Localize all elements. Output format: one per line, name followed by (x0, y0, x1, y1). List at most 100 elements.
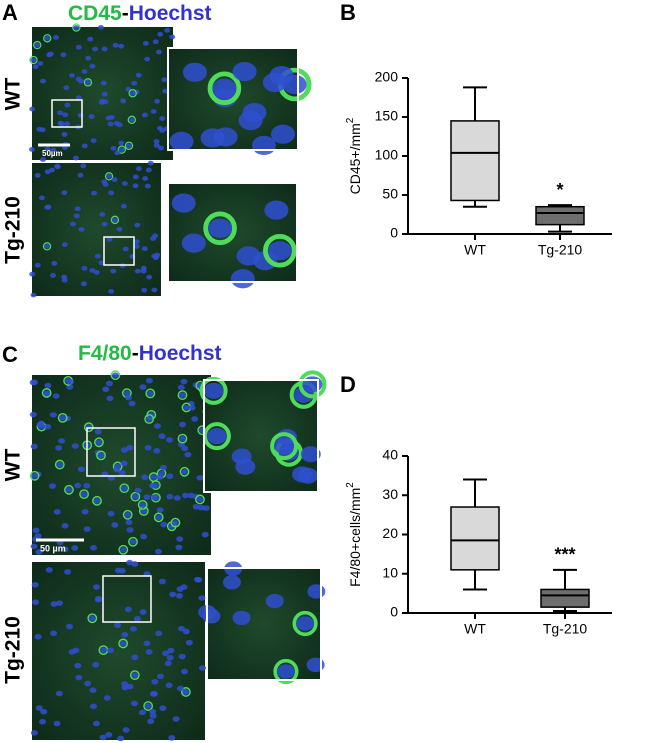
nucleus (107, 647, 115, 654)
nucleus (203, 382, 224, 399)
y-label-sup: 2 (345, 117, 356, 123)
green-cell (83, 422, 94, 433)
nucleus (155, 49, 162, 55)
nucleus (164, 27, 171, 33)
nucleus (95, 439, 103, 446)
nucleus (64, 102, 71, 108)
nucleus (232, 610, 251, 626)
nucleus (185, 639, 193, 646)
nucleus (155, 630, 163, 637)
green-cell (127, 115, 137, 125)
nucleus (159, 705, 167, 711)
nucleus (144, 445, 152, 451)
nucleus (34, 42, 41, 48)
nucleus (44, 243, 51, 249)
nucleus (158, 433, 166, 440)
nucleus (176, 685, 184, 692)
zoom-box (103, 236, 135, 266)
nucleus (67, 379, 75, 385)
nucleus (140, 268, 147, 274)
box (535, 205, 585, 226)
nucleus (153, 143, 160, 148)
nucleus (61, 546, 69, 553)
nucleus (141, 287, 148, 293)
nucleus (105, 732, 113, 738)
nucleus (116, 226, 123, 232)
y-label-sup: 2 (345, 482, 356, 488)
nucleus (141, 112, 148, 118)
nucleus (58, 438, 66, 444)
nucleus (108, 114, 115, 120)
nucleus (114, 150, 121, 156)
green-cell (94, 437, 104, 448)
nucleus (39, 157, 46, 162)
green-cell (292, 610, 318, 637)
nucleus (60, 52, 67, 58)
nucleus (78, 78, 85, 84)
nucleus (117, 735, 125, 742)
stain-title: CD45-Hoechst (68, 2, 212, 25)
nucleus (236, 246, 261, 266)
nucleus (98, 100, 105, 105)
nucleus (108, 190, 115, 196)
nucleus (29, 147, 36, 152)
y-tick-label: 40 (382, 447, 398, 463)
marker: F4/80 (78, 342, 132, 365)
nucleus (150, 109, 157, 114)
nucleus (87, 36, 94, 42)
nucleus (71, 545, 79, 551)
nucleus (77, 466, 85, 473)
green-cell (42, 242, 52, 251)
nucleus (75, 44, 82, 50)
nucleus (31, 581, 39, 588)
nucleus (153, 423, 161, 429)
nucleus (145, 416, 153, 422)
nucleus (107, 510, 115, 517)
nucleus (63, 85, 70, 91)
y-tick-label: 150 (375, 108, 399, 124)
nucleus (145, 377, 153, 384)
nucleus (131, 654, 139, 661)
nucleus (274, 438, 295, 455)
scale-bar-label: 50 µm (40, 543, 66, 553)
panel-label: D (340, 372, 356, 397)
green-cell (29, 470, 40, 481)
green-cell (79, 489, 89, 500)
y-tick-label: 30 (382, 486, 398, 502)
nucleus (139, 609, 147, 615)
nucleus (184, 451, 192, 458)
nucleus (166, 654, 174, 661)
nucleus (48, 167, 55, 173)
nucleus (118, 43, 125, 49)
nucleus (34, 262, 41, 268)
row-label: WT (2, 449, 25, 482)
green-cell (203, 211, 237, 246)
nucleus (165, 682, 173, 689)
nucleus (171, 193, 196, 213)
y-tick-label: 50 (382, 186, 398, 202)
nucleus (56, 600, 64, 606)
zoom-box (86, 427, 136, 477)
nucleus (147, 160, 154, 166)
nucleus (50, 273, 57, 278)
nucleus (74, 206, 81, 212)
nucleus (121, 181, 128, 186)
nucleus (29, 106, 36, 112)
nucleus (178, 653, 186, 660)
nucleus (29, 411, 37, 418)
nucleus (72, 155, 79, 161)
nucleus (75, 95, 82, 101)
nucleus (126, 527, 134, 533)
nucleus (99, 647, 107, 653)
nucleus (103, 695, 111, 701)
nucleus (131, 561, 139, 567)
nucleus (106, 395, 114, 402)
green-cell (64, 484, 74, 495)
nucleus (195, 577, 203, 583)
nucleus (145, 649, 153, 655)
nucleus (85, 55, 92, 61)
box (450, 120, 500, 202)
nucleus (151, 678, 159, 685)
nucleus (154, 252, 161, 258)
nucleus (61, 523, 69, 529)
